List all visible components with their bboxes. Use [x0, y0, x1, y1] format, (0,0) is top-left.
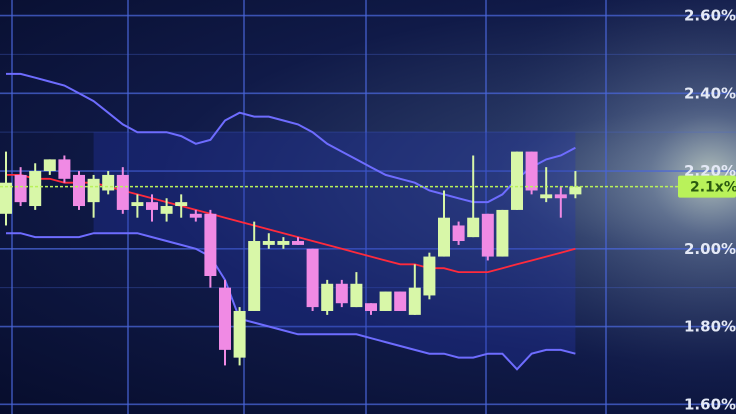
candle: [87, 174, 100, 218]
candle-body: [102, 174, 115, 191]
candle-body: [204, 213, 217, 276]
candle-body: [481, 213, 494, 257]
y-tick-label: 1.80%: [684, 318, 736, 336]
y-tick-label: 2.00%: [684, 240, 736, 258]
candle-body: [321, 283, 334, 311]
candle: [438, 190, 450, 257]
y-tick-label: 1.60%: [684, 395, 736, 413]
candle-body: [379, 291, 392, 311]
candle: [131, 194, 144, 218]
candle: [58, 155, 71, 183]
bollinger-band-fill: [93, 132, 576, 370]
candle: [452, 221, 465, 245]
candle: [160, 198, 173, 222]
bollinger-lower-line: [6, 232, 576, 371]
candle: [292, 237, 304, 245]
candle: [554, 186, 567, 218]
y-tick-label: 2.60%: [684, 7, 736, 25]
candle-body: [189, 213, 202, 218]
candle-body: [511, 151, 523, 210]
candle-body: [160, 206, 173, 214]
candle-body: [540, 194, 553, 199]
candle: [525, 151, 538, 195]
candle: [233, 307, 246, 366]
candle: [306, 248, 319, 311]
candle-body: [14, 174, 27, 203]
candle: [511, 151, 523, 210]
candle-body: [423, 256, 436, 296]
candle: [175, 194, 188, 218]
candle-body: [29, 171, 42, 207]
candle: [204, 209, 217, 288]
candle-body: [58, 159, 71, 179]
candle: [394, 291, 407, 311]
candle: [73, 171, 85, 210]
candle-body: [0, 182, 12, 214]
candle: [335, 279, 348, 308]
candle-body: [554, 194, 567, 199]
candle-body: [350, 283, 363, 308]
candle: [321, 279, 334, 315]
candle-body: [467, 217, 480, 238]
candle-body: [248, 241, 261, 311]
candle: [43, 159, 56, 175]
candle-body: [365, 303, 377, 311]
current-price-tag: [678, 175, 736, 198]
candle: [467, 155, 480, 238]
candle: [365, 303, 377, 315]
candle: [379, 291, 392, 311]
candle-body: [525, 151, 538, 191]
candle-body: [438, 217, 450, 257]
candle-body: [87, 178, 100, 203]
candle: [116, 167, 129, 214]
y-tick-label: 2.20%: [684, 162, 736, 180]
candle-body: [219, 287, 231, 350]
candle-body: [43, 159, 56, 172]
candle: [408, 264, 421, 315]
candle-body: [408, 287, 421, 315]
candle: [146, 194, 158, 222]
candle-body: [233, 310, 246, 358]
candle-body: [131, 202, 144, 207]
candle: [248, 221, 261, 311]
candle: [569, 171, 582, 199]
candle: [423, 252, 436, 300]
bollinger-upper-line: [6, 72, 576, 204]
candle-body: [496, 209, 509, 257]
candle: [262, 233, 275, 249]
candle-body: [452, 225, 465, 242]
candle-body: [175, 202, 188, 207]
candle: [189, 209, 202, 222]
candle-body: [146, 202, 158, 210]
y-tick-label: 2.40%: [684, 84, 736, 102]
candle-body: [277, 241, 290, 245]
candle: [350, 272, 363, 308]
current-price-label: 2.1x%: [690, 180, 736, 196]
candle: [219, 279, 231, 366]
candle-body: [306, 248, 319, 308]
candle-body: [292, 241, 304, 245]
candle: [481, 213, 494, 261]
candle: [496, 209, 509, 257]
candle: [0, 151, 12, 226]
candle-body: [73, 174, 85, 207]
candle-body: [116, 174, 129, 210]
candle-body: [569, 186, 582, 195]
candle-body: [335, 283, 348, 304]
candle: [277, 237, 290, 249]
moving-average-line: [6, 173, 576, 274]
candle-body: [262, 241, 275, 245]
candle: [540, 167, 553, 203]
candle-body: [394, 291, 407, 311]
